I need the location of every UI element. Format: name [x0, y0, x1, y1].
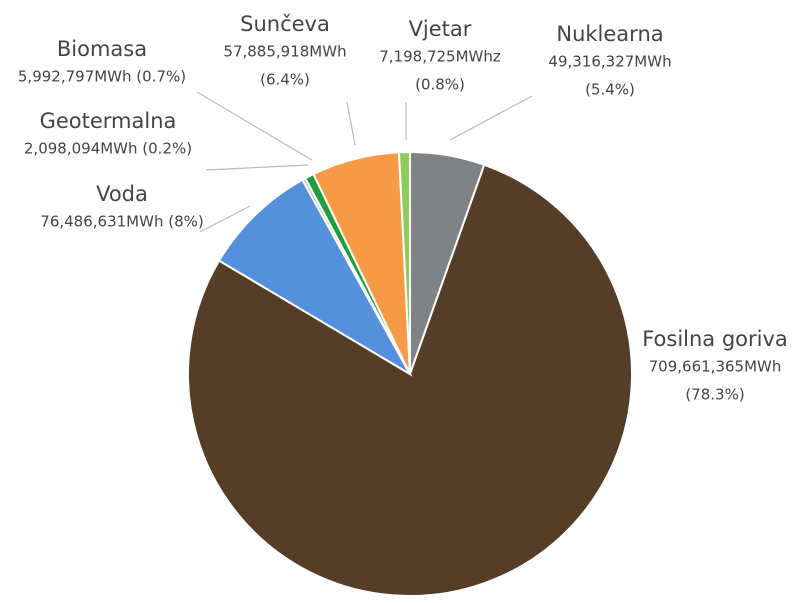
value-label: (0.8%) [415, 76, 465, 94]
value-label: (78.3%) [685, 386, 744, 404]
value-label: 7,198,725MWhz [379, 48, 501, 66]
value-label: (5.4%) [585, 81, 635, 99]
pie-slice [187, 163, 633, 597]
value-label: 709,661,365MWh [649, 358, 782, 376]
leader-line [196, 91, 313, 161]
pie-slice [217, 178, 413, 377]
slice-label: Vjetar [409, 17, 472, 41]
value-label: 49,316,327MWh [548, 53, 671, 71]
leader-line [449, 95, 533, 141]
slice-label: Voda [96, 182, 148, 206]
leader-line [346, 101, 356, 146]
slice-label: Geotermalna [40, 109, 177, 133]
slice-label: Biomasa [57, 37, 147, 61]
value-label: 2,098,094MWh (0.2%) [24, 140, 192, 158]
value-label: 76,486,631MWh (8%) [40, 213, 203, 231]
value-label: (6.4%) [260, 71, 310, 89]
slice-label: Fosilna goriva [642, 327, 788, 351]
value-label: 5,992,797MWh (0.7%) [18, 68, 186, 86]
value-label: 57,885,918MWh [223, 43, 346, 61]
leader-line [199, 205, 251, 233]
pie-slice [397, 150, 411, 375]
slice-label: Nuklearna [556, 22, 663, 46]
slice-label: Sunčeva [240, 12, 330, 36]
leader-line [205, 164, 309, 171]
